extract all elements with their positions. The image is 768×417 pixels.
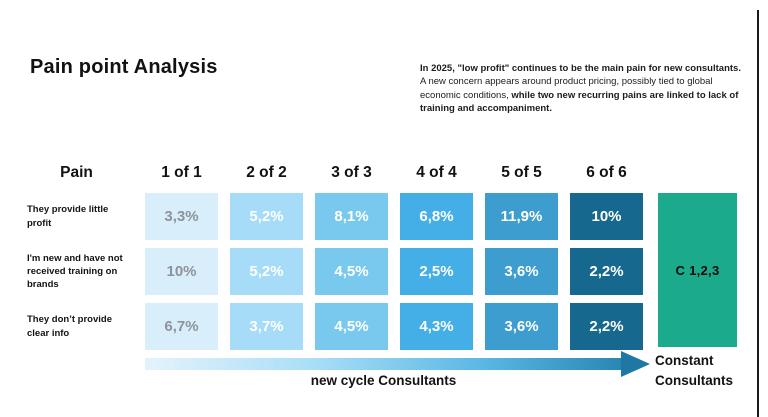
window-edge-divider [757, 10, 759, 417]
constant-caption-line1: Constant [655, 353, 714, 368]
heatmap-cell: 2,2% [570, 248, 643, 295]
x-axis-label: new cycle Consultants [310, 373, 457, 388]
heatmap-cell: 3,6% [485, 303, 558, 350]
heatmap-cell: 10% [145, 248, 218, 295]
heatmap-cell: 5,2% [230, 193, 303, 240]
column-header-2of2: 2 of 2 [246, 163, 287, 181]
heatmap-cell: 6,7% [145, 303, 218, 350]
heatmap-cell: 2,2% [570, 303, 643, 350]
column-header-3of3: 3 of 3 [331, 163, 372, 181]
heatmap-cell: 8,1% [315, 193, 388, 240]
heatmap-cell: 6,8% [400, 193, 473, 240]
column-header-1of1: 1 of 1 [161, 163, 202, 181]
heatmap-cell: 10% [570, 193, 643, 240]
constant-caption-line2: Consultants [655, 373, 734, 389]
cycle-arrow-head-icon [621, 351, 650, 377]
summary-line2-bold: while two new recurring pains are linked… [420, 89, 739, 115]
heatmap-cell: 4,3% [400, 303, 473, 350]
heatmap-cell: 4,5% [315, 303, 388, 350]
row-label-no-training: I'm new and have not received training o… [27, 252, 123, 291]
heatmap-cell: 5,2% [230, 248, 303, 295]
row-label-no-clear-info: They don’t provide clear info [27, 314, 112, 339]
heatmap-cell: 3,6% [485, 248, 558, 295]
heatmap-cell: 11,9% [485, 193, 558, 240]
heatmap-cell: 4,5% [315, 248, 388, 295]
column-header-5of5: 5 of 5 [501, 163, 542, 181]
heatmap-cell: 3,7% [230, 303, 303, 350]
summary-text: In 2025, "low profit" continues to be th… [420, 62, 750, 116]
column-header-4of4: 4 of 4 [416, 163, 457, 181]
constant-consultants-block: C 1,2,3 [658, 193, 737, 347]
row-label-little-profit: They provide little profit [27, 204, 109, 229]
summary-line2: A new concern appears around product pri… [420, 76, 713, 101]
column-header-6of6: 6 of 6 [586, 163, 627, 181]
constant-consultants-caption: Constant Consultants [655, 351, 760, 392]
cycle-arrow-shaft [145, 358, 622, 370]
heatmap-cell: 3,3% [145, 193, 218, 240]
column-header-pain: Pain [60, 163, 93, 181]
heatmap-table: Pain 1 of 1 2 of 2 3 of 3 4 of 4 5 of 5 … [20, 160, 643, 350]
heatmap-cell: 2,5% [400, 248, 473, 295]
summary-line1: In 2025, "low profit" continues to be th… [420, 63, 741, 74]
page-title: Pain point Analysis [30, 56, 218, 78]
